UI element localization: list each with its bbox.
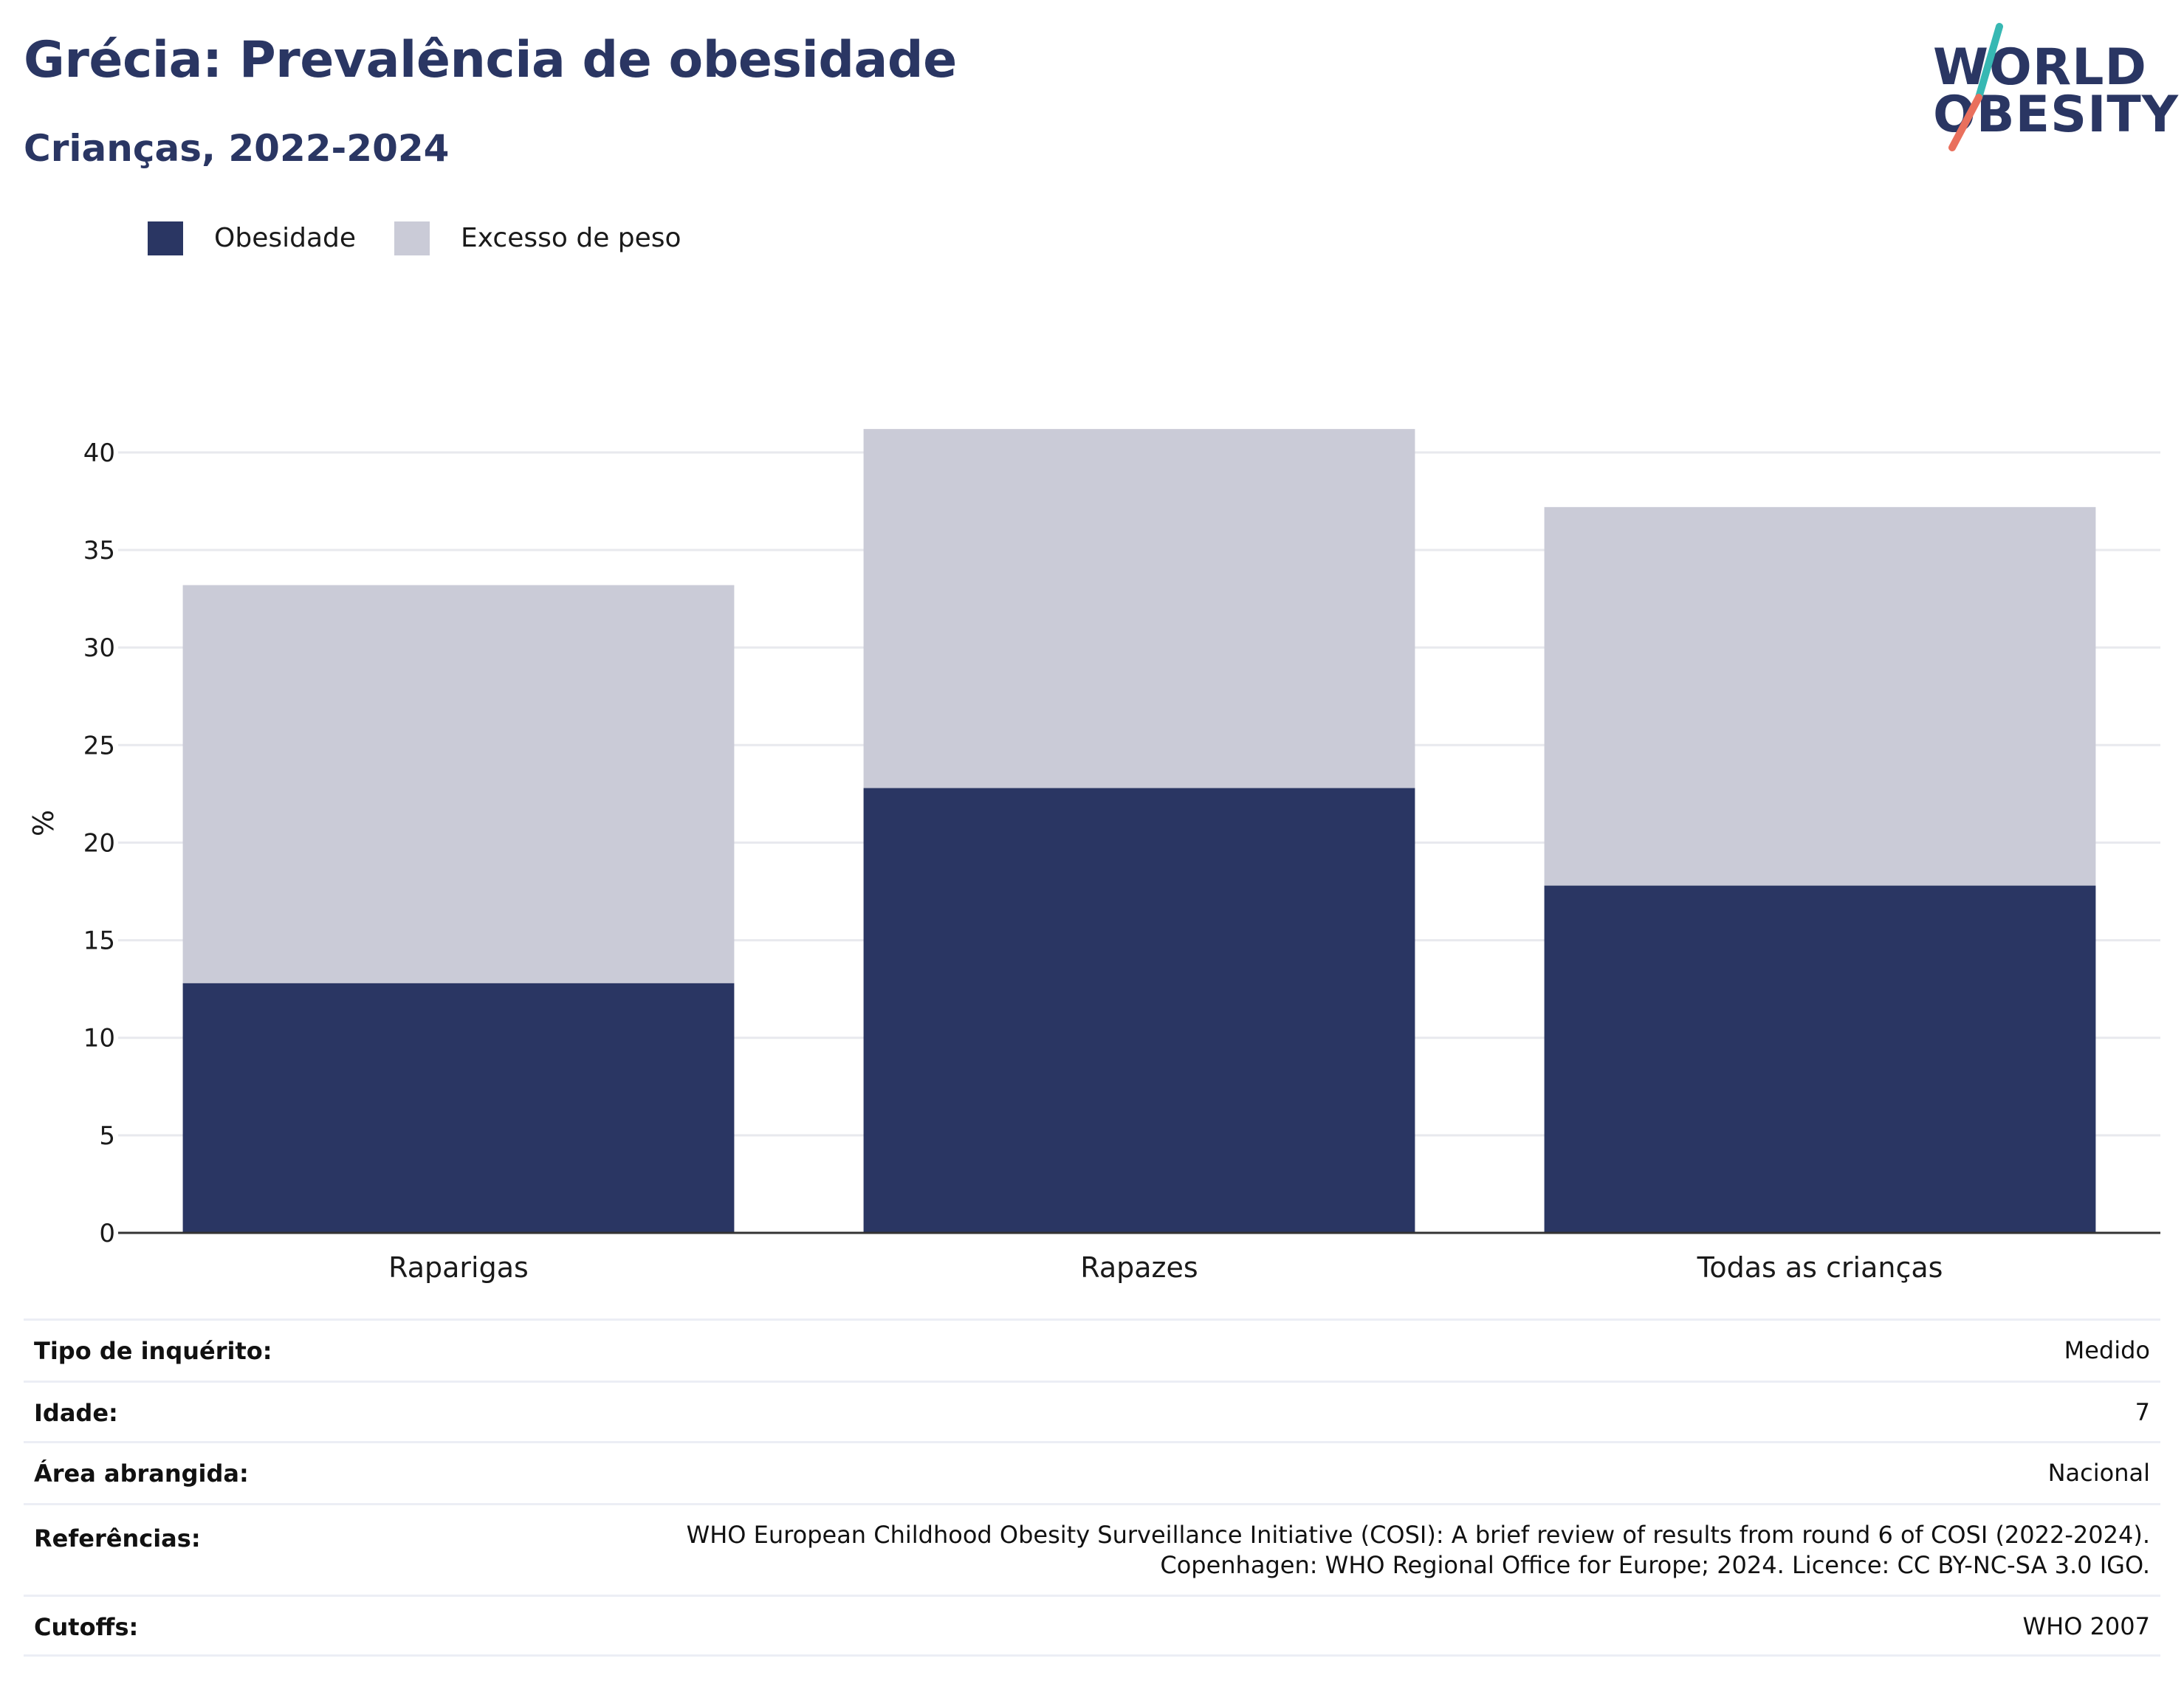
info-value-idade: 7 (2135, 1398, 2150, 1426)
info-row-idade: Idade: 7 (24, 1381, 2160, 1441)
chart-subtitle: Crianças, 2022-2024 (24, 127, 450, 170)
logo-slash-icon (1948, 23, 2003, 151)
x-tick-label: Todas as crianças (1697, 1251, 1943, 1284)
y-tick-label: 30 (83, 633, 115, 663)
bar-obesidade (182, 983, 735, 1233)
y-tick-label: 0 (99, 1219, 115, 1248)
info-value-cutoffs: WHO 2007 (2022, 1612, 2151, 1640)
bar-excesso-de-peso (1544, 506, 2096, 886)
bar-chart: 0 5 10 15 20 25 30 35 40% Raparigas Rapazes Todas a… (27, 429, 2160, 1284)
legend-swatch-obesidade (148, 221, 183, 255)
info-value-referencias: WHO European Childhood Obesity Surveilla… (686, 1521, 2150, 1579)
legend-swatch-excesso-de-peso (394, 221, 430, 255)
info-value-area: Nacional (2047, 1459, 2150, 1487)
info-row-referencias: Referências: WHO European Childhood Obes… (24, 1503, 2160, 1595)
info-value-tipo: Medido (2064, 1336, 2150, 1364)
info-row-cutoffs: Cutoffs: WHO 2007 (24, 1595, 2160, 1657)
logo-line-1: WORLD (1933, 38, 2147, 97)
info-label-cutoffs: Cutoffs: (34, 1613, 139, 1641)
logo-line-2: OBESITY (1933, 86, 2179, 144)
y-tick-label: 10 (83, 1024, 115, 1053)
x-tick-label: Raparigas (388, 1251, 529, 1284)
y-tick-label: 40 (83, 439, 115, 468)
y-tick-label: 20 (83, 828, 115, 858)
bar-obesidade (1544, 885, 2096, 1233)
y-tick-label: 15 (83, 926, 115, 956)
y-tick-label: 5 (99, 1121, 115, 1151)
y-axis-title: % (27, 810, 60, 836)
chart-title: Grécia: Prevalência de obesidade (24, 31, 957, 89)
world-obesity-logo: WORLD OBESITY (1920, 21, 2178, 154)
y-tick-label: 25 (83, 731, 115, 760)
info-label-idade: Idade: (34, 1399, 118, 1427)
x-tick-label: Rapazes (1080, 1251, 1198, 1284)
info-label-tipo: Tipo de inquérito: (34, 1337, 272, 1365)
bar-excesso-de-peso (182, 585, 735, 983)
info-row-area: Área abrangida: Nacional (24, 1441, 2160, 1503)
info-row-tipo: Tipo de inquérito: Medido (24, 1318, 2160, 1381)
info-label-area: Área abrangida: (34, 1460, 249, 1488)
legend-label-obesidade: Obesidade (214, 223, 357, 253)
info-table: Tipo de inquérito: Medido Idade: 7 Área … (24, 1318, 2160, 1657)
bar-obesidade (863, 788, 1415, 1233)
bar-excesso-de-peso (863, 429, 1415, 788)
info-label-referencias: Referências: (34, 1524, 201, 1553)
legend-label-excesso-de-peso: Excesso de peso (461, 223, 681, 253)
y-tick-label: 35 (83, 536, 115, 565)
